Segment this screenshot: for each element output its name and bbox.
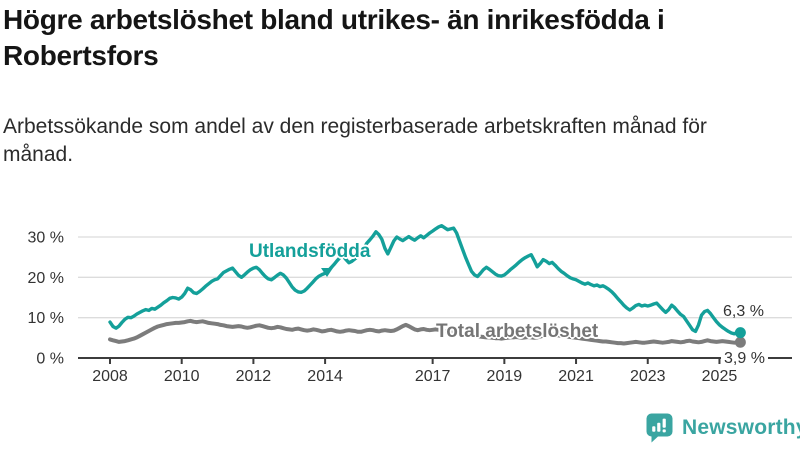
series-label-utlandsfodda: Utlandsfödda	[249, 241, 371, 262]
newsworthy-logo[interactable]: Newsworthy	[645, 412, 800, 443]
y-axis-tick-label: 20 %	[28, 270, 64, 287]
newsworthy-bar-chart-bubble-icon	[646, 413, 673, 443]
end-value-label-total: 3,9 %	[721, 350, 768, 368]
x-axis-tick-label: 2025	[702, 368, 738, 385]
x-axis-tick-label: 2023	[630, 368, 666, 385]
series-end-dot	[734, 336, 746, 348]
series-marker-triangle-icon	[321, 268, 333, 277]
x-axis-tick-label: 2008	[92, 368, 128, 385]
y-axis-tick-label: 0 %	[36, 351, 64, 368]
x-axis-tick-label: 2010	[164, 368, 200, 385]
total-line	[108, 318, 743, 346]
series-label-total-arbetsloshet: Total arbetslöshet	[436, 321, 599, 342]
x-axis-tick-label: 2019	[487, 368, 523, 385]
x-axis-tick-label: 2014	[307, 368, 343, 385]
y-axis-tick-label: 10 %	[28, 310, 64, 327]
y-axis-tick-label: 30 %	[28, 230, 64, 247]
newsworthy-logo-text: Newsworthy	[682, 415, 800, 439]
x-axis-tick-label: 2012	[236, 368, 272, 385]
x-axis-tick-label: 2021	[558, 368, 594, 385]
chart-subtitle: Arbetssökande som andel av den registerb…	[3, 115, 707, 166]
chart-title: Högre arbetslöshet bland utrikes- än inr…	[3, 4, 665, 71]
end-value-label-utlandsfodda: 6,3 %	[723, 303, 764, 320]
x-axis-tick-label: 2017	[415, 368, 451, 385]
series-end-dot	[734, 327, 746, 339]
utlandsfodda-line	[108, 223, 743, 336]
